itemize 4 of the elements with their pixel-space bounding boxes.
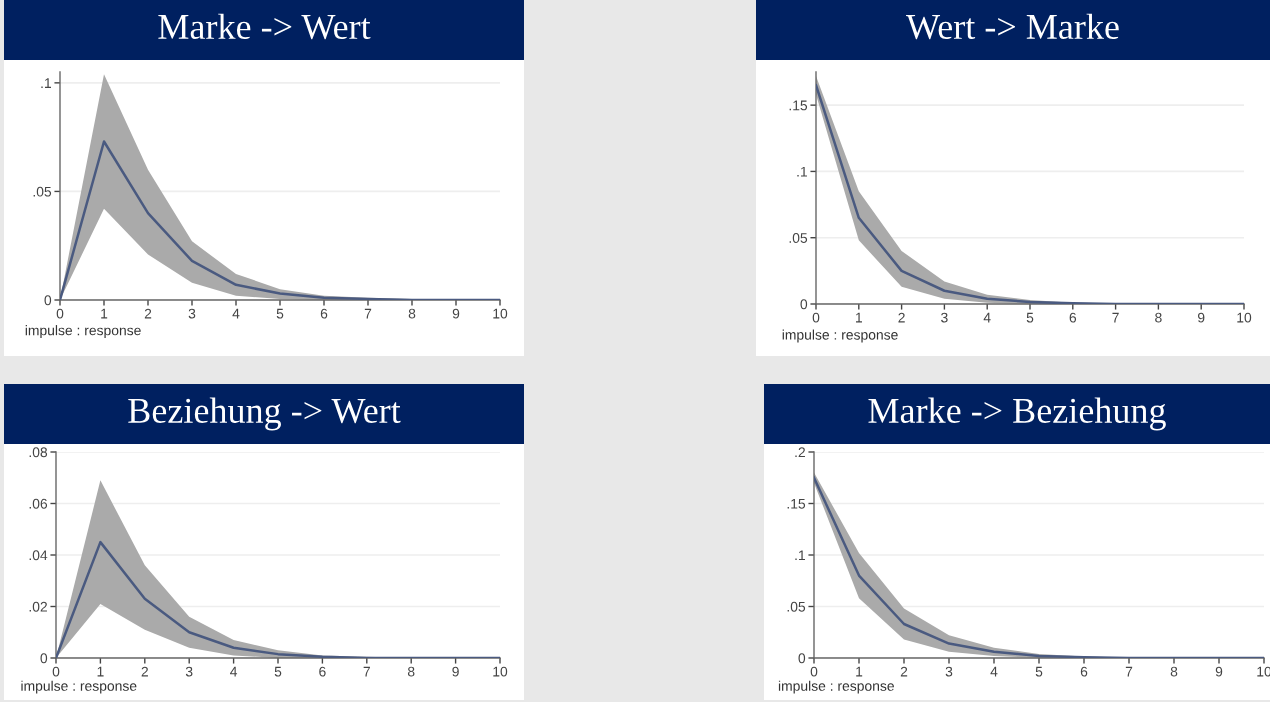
chart-title: Marke -> Beziehung [868, 397, 1166, 431]
chart-title: Beziehung -> Wert [128, 397, 401, 431]
chart-title: Marke -> Wert [158, 13, 371, 40]
chart-title: Wert -> Marke [906, 13, 1119, 40]
